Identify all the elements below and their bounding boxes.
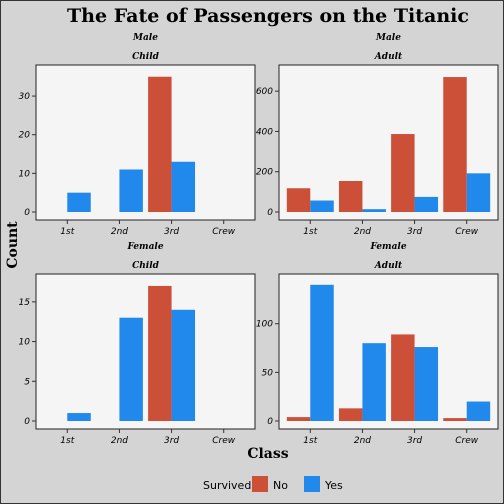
y-tick-label: 0 xyxy=(267,208,273,218)
bar-yes-3rd xyxy=(414,196,439,212)
facet-panel-0: Male Child 0 10 20 30 1st 2nd 3rd Crew xyxy=(19,33,256,237)
bar-no-1st xyxy=(286,188,311,212)
strip-label-sex: Male xyxy=(375,33,401,43)
x-tick-label: 1st xyxy=(60,436,74,446)
y-tick-label: 200 xyxy=(256,168,273,178)
strip-label-age: Adult xyxy=(374,52,403,62)
bar-no-3rd xyxy=(391,334,415,421)
panel-background xyxy=(35,273,256,430)
x-tick-label: 2nd xyxy=(354,436,371,446)
bar-no-crew xyxy=(443,418,467,421)
bar-yes-2nd xyxy=(119,169,143,212)
bar-no-3rd xyxy=(148,285,172,421)
y-tick-label: 20 xyxy=(19,131,31,141)
facet-panel-1: Male Adult 0 200 400 600 1st 2nd 3rd Crew xyxy=(256,33,499,237)
chart-title: The Fate of Passengers on the Titanic xyxy=(67,5,469,27)
bar-yes-1st xyxy=(67,413,91,421)
facet-panel-3: Female Adult 0 50 100 1st 2nd 3rd Crew xyxy=(256,242,499,446)
y-tick-label: 30 xyxy=(19,92,31,102)
x-tick-label: 1st xyxy=(303,227,317,237)
bar-no-3rd xyxy=(148,76,172,212)
bar-yes-3rd xyxy=(414,347,439,421)
bar-yes-1st xyxy=(67,192,91,212)
y-axis-title: Count xyxy=(5,221,21,269)
y-tick-label: 10 xyxy=(19,169,31,179)
y-tick-label: 15 xyxy=(19,298,31,308)
y-tick-label: 600 xyxy=(256,87,273,97)
bar-no-3rd xyxy=(391,134,415,212)
strip-label-age: Child xyxy=(132,52,160,62)
bar-yes-3rd xyxy=(171,161,196,212)
bar-yes-crew xyxy=(466,173,491,212)
legend-swatch-yes xyxy=(304,476,320,492)
legend-label-no: No xyxy=(273,479,288,492)
bar-yes-2nd xyxy=(362,343,386,421)
legend: Survived No Yes xyxy=(203,476,343,492)
strip-label-age: Adult xyxy=(374,261,403,271)
y-tick-label: 0 xyxy=(24,208,30,218)
facet-panels: Male Child 0 10 20 30 1st 2nd 3rd Crew Male Adult 0 2… xyxy=(19,33,499,446)
bar-yes-3rd xyxy=(171,309,196,421)
x-tick-label: 3rd xyxy=(407,227,422,237)
y-tick-label: 5 xyxy=(24,377,30,387)
x-tick-label: 2nd xyxy=(111,227,128,237)
y-tick-label: 10 xyxy=(19,338,31,348)
x-tick-label: 3rd xyxy=(407,436,422,446)
bar-no-2nd xyxy=(338,180,363,212)
y-tick-label: 400 xyxy=(256,127,273,137)
x-axis-title: Class xyxy=(247,446,288,462)
y-tick-label: 0 xyxy=(24,417,30,427)
y-tick-label: 50 xyxy=(262,368,274,378)
x-tick-label: Crew xyxy=(455,436,479,446)
bar-yes-1st xyxy=(310,200,334,212)
bar-yes-crew xyxy=(466,401,491,421)
x-tick-label: 2nd xyxy=(111,436,128,446)
bar-yes-2nd xyxy=(119,317,143,421)
legend-swatch-no xyxy=(252,476,268,492)
x-tick-label: 1st xyxy=(303,436,317,446)
strip-label-sex: Female xyxy=(126,242,163,252)
strip-label-age: Child xyxy=(132,261,160,271)
legend-title: Survived xyxy=(203,479,251,492)
bar-yes-1st xyxy=(310,284,334,421)
x-tick-label: 3rd xyxy=(164,227,179,237)
strip-label-sex: Female xyxy=(369,242,406,252)
facet-panel-2: Female Child 0 5 10 15 1st 2nd 3rd Crew xyxy=(19,242,256,446)
x-tick-label: 3rd xyxy=(164,436,179,446)
bar-no-2nd xyxy=(338,408,363,421)
legend-label-yes: Yes xyxy=(324,479,343,492)
x-tick-label: Crew xyxy=(212,436,236,446)
bar-no-1st xyxy=(286,417,311,421)
y-tick-label: 0 xyxy=(267,417,273,427)
x-tick-label: Crew xyxy=(212,227,236,237)
y-tick-label: 100 xyxy=(256,320,273,330)
bar-no-crew xyxy=(443,77,467,212)
bar-yes-2nd xyxy=(362,209,386,212)
x-tick-label: Crew xyxy=(455,227,479,237)
x-tick-label: 2nd xyxy=(354,227,371,237)
strip-label-sex: Male xyxy=(132,33,158,43)
x-tick-label: 1st xyxy=(60,227,74,237)
